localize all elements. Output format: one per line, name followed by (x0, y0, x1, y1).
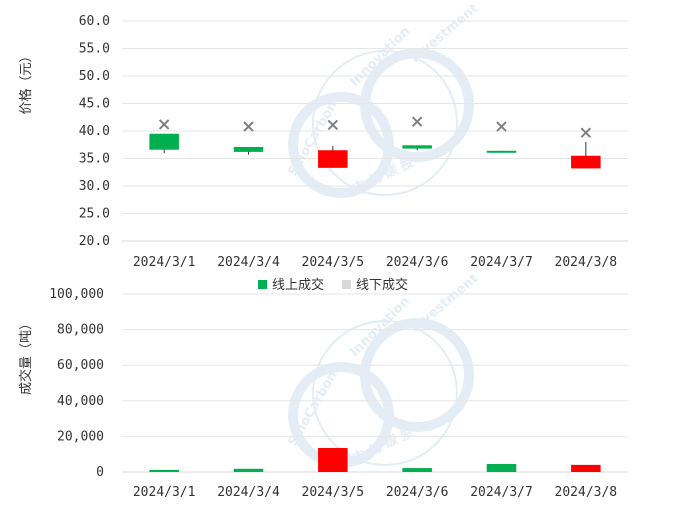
offline-marker (327, 119, 339, 131)
price-ytick-label: 30.0 (79, 179, 110, 194)
volume-bar (149, 469, 179, 472)
volume-xtick-label: 2024/3/5 (302, 485, 365, 500)
price-ytick-label: 20.0 (79, 234, 110, 249)
volume-xtick-label: 2024/3/4 (217, 485, 280, 500)
candle-body (318, 150, 348, 168)
volume-ytick-label: 100,000 (49, 287, 104, 302)
volume-xtick-label: 2024/3/8 (555, 485, 618, 500)
volume-ytick-label: 60,000 (57, 358, 104, 373)
offline-marker (496, 121, 507, 132)
volume-bar (571, 464, 601, 472)
volume-ytick-label: 80,000 (57, 323, 104, 338)
offline-marker (580, 127, 592, 138)
watermark-outline (312, 50, 458, 196)
volume-xtick-label: 2024/3/6 (386, 485, 449, 500)
price-ytick-label: 40.0 (79, 124, 110, 139)
volume-ytick-label: 40,000 (57, 394, 104, 409)
price-ytick-label: 60.0 (79, 14, 110, 29)
volume-bar (318, 447, 348, 472)
offline-marker (411, 116, 423, 127)
price-xtick-label: 2024/3/1 (133, 255, 196, 270)
volume-xtick-label: 2024/3/1 (133, 485, 196, 500)
volume-xtick-label: 2024/3/7 (470, 485, 533, 500)
price-ytick-label: 45.0 (79, 97, 110, 112)
volume-bar (233, 468, 264, 472)
legend-label-1: 线下成交 (356, 277, 408, 293)
price-ytick-label: 55.0 (79, 42, 110, 57)
price-xtick-label: 2024/3/8 (555, 255, 618, 270)
candle-body (571, 155, 601, 169)
legend-swatch-1 (342, 280, 351, 289)
price-xtick-label: 2024/3/5 (302, 255, 365, 270)
watermark-ring-right (360, 318, 474, 432)
candle-body (149, 133, 179, 150)
candle-body (402, 145, 432, 149)
marker-stroke (243, 121, 254, 132)
marker-stroke (496, 121, 507, 132)
volume-ytick-label: 0 (96, 465, 104, 480)
volume-ytick-label: 20,000 (57, 429, 104, 444)
volume-bar (402, 468, 432, 472)
marker-stroke (411, 116, 423, 127)
candle-body (233, 146, 264, 152)
price-xtick-label: 2024/3/6 (386, 255, 449, 270)
price-ytick-label: 50.0 (79, 69, 110, 84)
volume-ylabel: 成交量（吨） (18, 317, 34, 395)
marker-stroke (327, 119, 339, 131)
watermark-ring-right (360, 48, 474, 162)
legend-label-0: 线上成交 (272, 277, 324, 293)
price-xtick-label: 2024/3/7 (470, 255, 533, 270)
price-xtick-label: 2024/3/4 (217, 255, 280, 270)
price-ylabel: 价格（元） (18, 49, 34, 114)
candle-body (486, 150, 517, 153)
price-ytick-label: 35.0 (79, 152, 110, 167)
marker-stroke (580, 127, 592, 138)
marker-stroke (158, 119, 170, 130)
watermark-outline (312, 320, 458, 466)
price-ytick-label: 25.0 (79, 207, 110, 222)
legend-swatch-0 (258, 280, 267, 289)
volume-bar (486, 463, 517, 472)
offline-marker (158, 119, 170, 130)
offline-marker (243, 121, 254, 132)
